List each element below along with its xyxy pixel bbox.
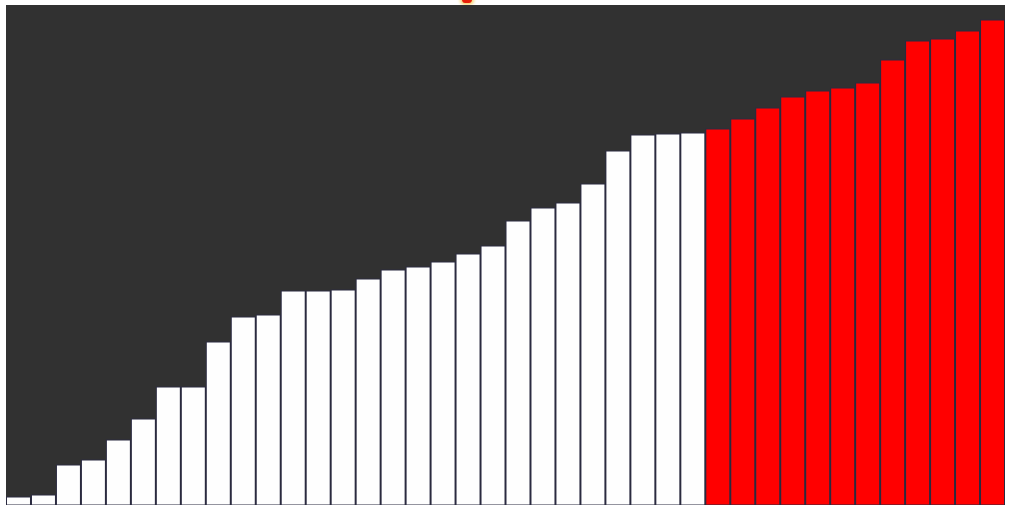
- unsorted-bar-6: [155, 386, 181, 505]
- unsorted-bar-15: [380, 269, 406, 505]
- sorted-bar-30: [755, 107, 781, 505]
- bar-chart: [6, 19, 1005, 505]
- indicator-dot-icon: [462, 0, 472, 3]
- sorted-bar-36: [905, 40, 931, 505]
- unsorted-bar-24: [605, 150, 631, 505]
- unsorted-bar-20: [505, 220, 531, 505]
- unsorted-bar-23: [580, 183, 606, 505]
- unsorted-bar-4: [105, 439, 131, 505]
- unsorted-bar-12: [305, 290, 331, 505]
- unsorted-bar-0: [6, 496, 31, 505]
- unsorted-bar-8: [205, 341, 231, 505]
- sorted-bar-34: [855, 82, 881, 505]
- unsorted-bar-18: [455, 253, 481, 505]
- unsorted-bar-27: [680, 132, 706, 505]
- unsorted-bar-14: [355, 278, 381, 505]
- sorted-bar-32: [805, 90, 831, 505]
- sorted-bar-29: [730, 118, 756, 505]
- unsorted-bar-17: [430, 261, 456, 505]
- unsorted-bar-5: [130, 418, 156, 505]
- unsorted-bar-25: [630, 134, 656, 505]
- unsorted-bar-19: [480, 245, 506, 505]
- unsorted-bar-13: [330, 289, 356, 505]
- sorted-bar-39: [980, 19, 1005, 505]
- unsorted-bar-2: [55, 464, 81, 505]
- bar-visualization-panel: [6, 5, 1005, 505]
- sorted-bar-33: [830, 87, 856, 505]
- unsorted-bar-7: [180, 386, 206, 505]
- sorted-bar-28: [705, 128, 731, 505]
- unsorted-bar-9: [230, 316, 256, 505]
- sorted-bar-35: [880, 59, 906, 505]
- unsorted-bar-11: [280, 290, 306, 505]
- unsorted-bar-22: [555, 202, 581, 505]
- unsorted-bar-16: [405, 266, 431, 505]
- unsorted-bar-1: [30, 494, 56, 505]
- unsorted-bar-21: [530, 207, 556, 505]
- sorted-bar-31: [780, 96, 806, 505]
- unsorted-bar-10: [255, 314, 281, 505]
- sorted-bar-38: [955, 30, 981, 505]
- sorted-bar-37: [930, 38, 956, 505]
- unsorted-bar-3: [80, 459, 106, 505]
- unsorted-bar-26: [655, 133, 681, 505]
